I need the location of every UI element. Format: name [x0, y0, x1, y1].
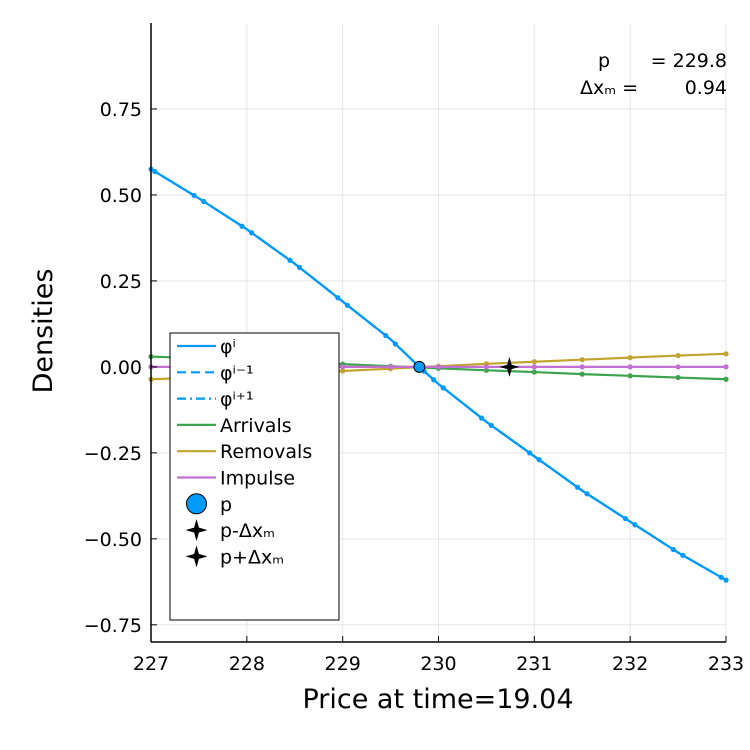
series-point: [249, 230, 255, 236]
series-point: [627, 373, 633, 379]
series-point: [723, 364, 729, 370]
series-point: [627, 355, 633, 361]
legend-label: p: [220, 494, 232, 516]
legend-entry-p-xm: p-Δxₘ: [185, 519, 275, 542]
axes: [150, 23, 727, 643]
x-tick-label: 228: [229, 653, 265, 675]
legend-entry-p-xm: p+Δxₘ: [185, 545, 284, 568]
series-point: [191, 192, 197, 199]
series-point: [579, 364, 585, 370]
series-line: [150, 168, 727, 582]
y-tick-label: 0.00: [100, 357, 142, 379]
series-point: [431, 377, 437, 383]
series-point: [536, 457, 542, 463]
annotation-p-value: = 229.8: [651, 50, 727, 72]
legend-label: p-Δxₘ: [220, 520, 275, 542]
x-tick-label: 231: [516, 653, 552, 675]
series-point: [531, 364, 537, 370]
legend-entry-p: p: [186, 493, 232, 516]
series-point: [287, 257, 293, 263]
series-point: [723, 577, 729, 583]
x-tick-label: 229: [325, 653, 361, 675]
legend-swatch: [185, 519, 208, 542]
series-point: [584, 491, 590, 497]
legend: φⁱ φⁱ⁻¹ φⁱ⁺¹ Arrivals Removals Impulse p p-Δxₘ p…: [169, 332, 340, 621]
series-point: [383, 332, 389, 339]
legend-entry-i-1: φⁱ⁺¹: [177, 389, 254, 411]
y-tick-label: 0.50: [100, 185, 142, 207]
series-point: [670, 546, 676, 553]
x-tick-label: 227: [133, 653, 169, 675]
series-point: [440, 385, 446, 391]
legend-entry-impulse: Impulse: [177, 468, 295, 490]
annotation-p-label: p: [598, 50, 610, 72]
x-tick-label: 230: [420, 653, 456, 675]
legend-entry-i: φⁱ: [177, 336, 236, 358]
series-point: [680, 552, 686, 558]
y-tick-label: 0.25: [100, 271, 142, 293]
legend-swatch: [185, 545, 208, 568]
y-tick-label: −0.50: [84, 529, 142, 551]
y-axis-label: Densities: [28, 269, 59, 394]
series-point: [340, 364, 346, 370]
legend-entry-i-1: φⁱ⁻¹: [177, 362, 254, 384]
legend-label: φⁱ⁺¹: [220, 389, 254, 411]
legend-label: Arrivals: [220, 415, 292, 437]
value-annotation: p = 229.8 Δxₘ = 0.94: [580, 50, 727, 99]
legend-label: Impulse: [220, 468, 295, 490]
legend-label: φⁱ⁻¹: [220, 362, 254, 384]
series-point: [531, 369, 537, 375]
series-point: [335, 295, 341, 301]
legend-label: φⁱ: [220, 336, 236, 358]
y-tick-label: −0.75: [84, 615, 142, 637]
series-point: [152, 168, 158, 175]
series-point: [387, 364, 394, 370]
series-point: [344, 302, 351, 308]
series-point: [675, 352, 681, 359]
legend-entry-removals: Removals: [177, 441, 312, 463]
series-point: [622, 515, 628, 522]
point-p: [413, 360, 426, 373]
series-point: [579, 371, 585, 377]
series-point: [435, 364, 442, 370]
series-point: [201, 198, 207, 205]
y-tick-label: −0.25: [84, 443, 142, 465]
legend-label: p+Δxₘ: [220, 546, 284, 568]
annotation-dx-value: 0.94: [685, 77, 727, 99]
series-i: [148, 166, 729, 583]
series-point: [718, 574, 724, 580]
series-point: [531, 359, 537, 365]
series-point: [723, 376, 729, 382]
series-point: [479, 415, 485, 421]
series-point: [526, 450, 533, 456]
series-point: [239, 223, 245, 229]
series-point: [483, 364, 490, 370]
series-point: [574, 484, 581, 490]
tick-labels: 227 228 229 230 231 232 233 −0.75 −0.50 −0.25 0.00…: [84, 99, 744, 675]
y-tick-label: 0.75: [100, 99, 142, 121]
legend-swatch: [186, 493, 207, 515]
series-point: [488, 422, 494, 428]
series-point: [579, 357, 585, 363]
series-point: [627, 364, 633, 370]
series-point: [675, 374, 681, 381]
series-point: [723, 351, 729, 357]
x-tick-label: 232: [612, 653, 648, 675]
series-point: [340, 368, 346, 374]
point-p-xm: [499, 356, 520, 377]
x-tick-label: 233: [708, 653, 744, 675]
series-point: [296, 264, 303, 271]
series-point: [675, 364, 681, 370]
series-point: [632, 522, 638, 528]
legend-entry-arrivals: Arrivals: [177, 415, 292, 437]
annotation-dx-label: Δxₘ =: [580, 77, 638, 99]
x-axis-label: Price at time=19.04: [302, 684, 573, 715]
legend-label: Removals: [220, 441, 312, 463]
series-point: [392, 341, 398, 347]
